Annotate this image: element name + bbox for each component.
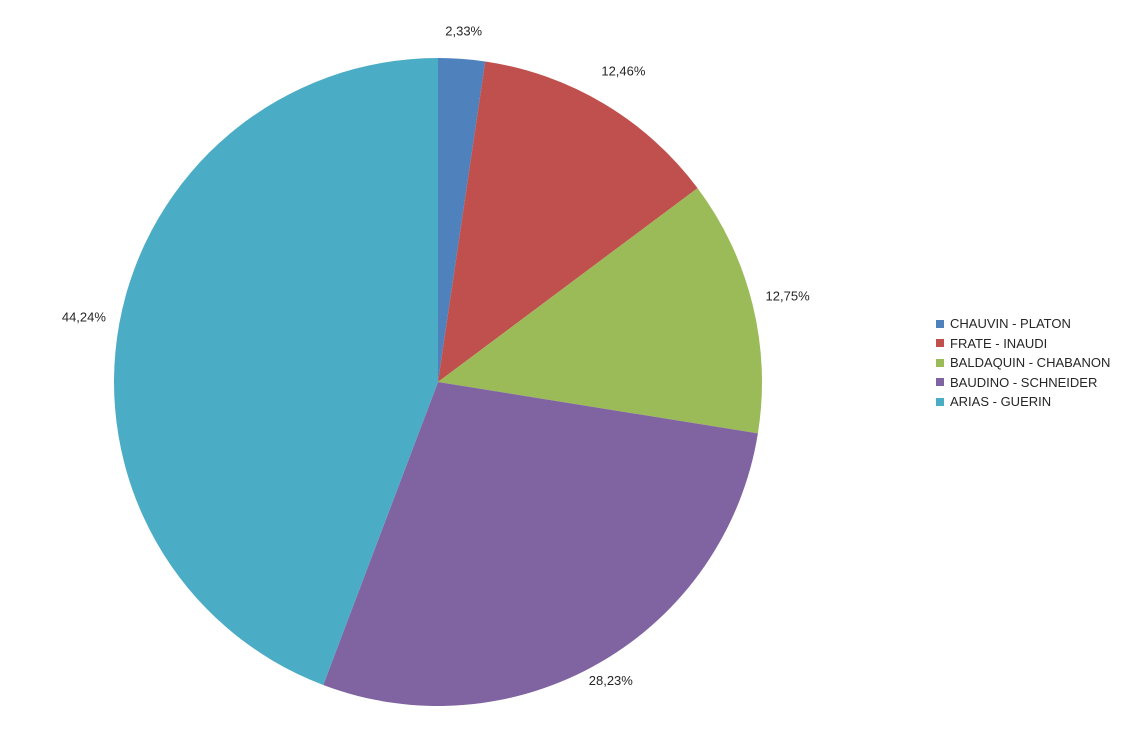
data-label-3: 12,75% (766, 289, 811, 304)
legend-swatch (936, 319, 944, 328)
data-labels: 2,33% 12,46% 12,75% 28,23% 44,24% (62, 23, 810, 688)
legend-label: ARIAS - GUERIN (950, 394, 1052, 410)
data-label-2: 12,46% (601, 64, 646, 79)
pie-slice-1 (438, 58, 486, 382)
legend-item-1: CHAUVIN - PLATON (936, 314, 1110, 334)
legend-label: CHAUVIN - PLATON (950, 316, 1071, 332)
pie-slices (114, 58, 762, 706)
legend-label: FRATE - INAUDI (950, 335, 1048, 351)
legend-item-3: BALDAQUIN - CHABANON (936, 353, 1110, 373)
legend-swatch (936, 358, 944, 367)
legend-item-4: BAUDINO - SCHNEIDER (936, 373, 1110, 393)
data-label-4: 28,23% (589, 673, 634, 688)
legend-item-2: FRATE - INAUDI (936, 334, 1110, 354)
data-label-5: 44,24% (62, 310, 107, 325)
pie-slice-2 (438, 61, 698, 382)
legend-label: BAUDINO - SCHNEIDER (950, 374, 1098, 390)
pie-slice-5 (114, 58, 438, 685)
legend-swatch (936, 378, 944, 387)
legend-swatch (936, 339, 944, 348)
data-label-1: 2,33% (445, 23, 482, 38)
chart-legend: CHAUVIN - PLATON FRATE - INAUDI BALDAQUIN … (936, 314, 1110, 412)
legend-item-5: ARIAS - GUERIN (936, 392, 1110, 412)
legend-label: BALDAQUIN - CHABANON (950, 355, 1111, 371)
pie-slice-4 (323, 382, 758, 706)
pie-slice-3 (438, 188, 762, 434)
legend-swatch (936, 397, 944, 406)
